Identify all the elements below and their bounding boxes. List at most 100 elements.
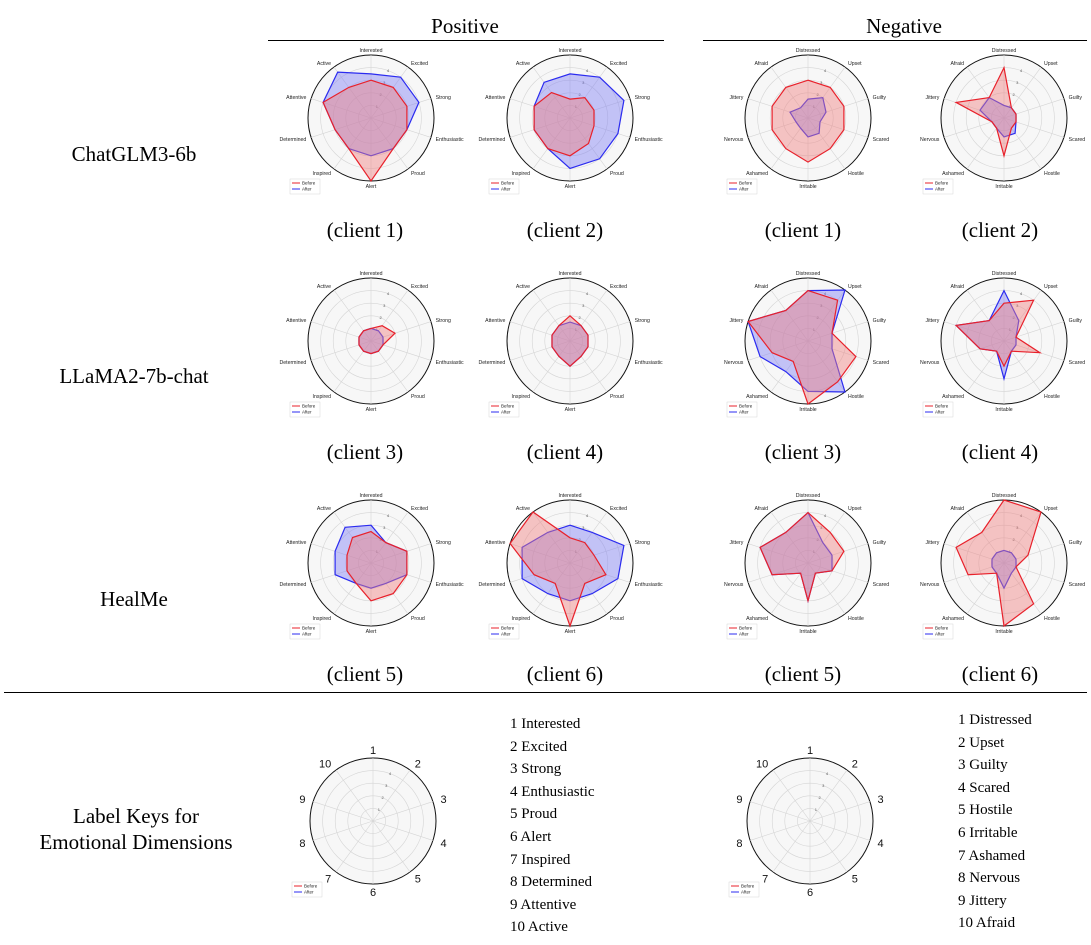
- radar-spoke: [1003, 562, 1042, 615]
- radar-spoke: [569, 543, 631, 564]
- axis-label: Distressed: [992, 493, 1017, 499]
- axis-label: 1: [807, 745, 813, 757]
- radial-tick-label: 1: [1009, 104, 1012, 109]
- radial-tick-label: 3: [383, 303, 386, 308]
- radial-tick-label: 1: [575, 104, 578, 109]
- legend-after-label: After: [739, 632, 749, 637]
- axis-label: Determined: [479, 360, 506, 366]
- radar-spoke: [310, 117, 372, 138]
- axis-label: Upset: [848, 61, 862, 67]
- radial-tick-label: 2: [578, 537, 581, 542]
- legend-before-label: Before: [935, 626, 949, 631]
- radar-spoke: [966, 66, 1005, 119]
- radial-tick-label: 2: [816, 537, 819, 542]
- axis-label: Active: [317, 284, 331, 290]
- axis-label: Irritable: [799, 407, 816, 413]
- axis-label: Strong: [436, 540, 451, 546]
- radar-spoke: [509, 562, 571, 583]
- axis-label: Attentive: [485, 540, 505, 546]
- before-series: [358, 325, 396, 355]
- axis-label: Determined: [479, 582, 506, 588]
- radar-spoke: [1003, 340, 1065, 361]
- caption: (client 3): [326, 440, 404, 464]
- radial-tick-label: 2: [816, 92, 819, 97]
- axis-label: Excited: [411, 284, 428, 290]
- radar-spoke: [569, 98, 631, 119]
- radar-spoke: [569, 340, 631, 361]
- radar-neg_c1: 1 2 3 4 Distressed Upset Guilty Scared Hostile Ir…: [724, 48, 889, 195]
- before-series: [954, 65, 1017, 159]
- radial-tick-label: 1: [1009, 549, 1012, 554]
- negative-header: Negative: [866, 14, 942, 38]
- axis-label: Excited: [411, 506, 428, 512]
- radial-tick-label: 2: [1012, 537, 1015, 542]
- axis-label: Scared: [1069, 137, 1086, 143]
- label-key-item: 8 Nervous: [958, 870, 1021, 887]
- radial-tick-label: 4: [1020, 513, 1023, 518]
- radar-neg_c2: 1 2 3 4 Distressed Upset Guilty Scared Hostile Ir…: [920, 48, 1086, 195]
- radar-spoke: [569, 511, 608, 564]
- radar-spoke: [1003, 321, 1065, 342]
- axis-label: Inspired: [313, 171, 332, 177]
- radar-spoke: [809, 820, 848, 873]
- radar-spoke: [310, 340, 372, 361]
- radar-spoke: [372, 820, 411, 873]
- axis-label: 3: [878, 794, 884, 806]
- radar-spoke: [569, 66, 608, 119]
- before-series: [346, 530, 408, 602]
- radial-tick-label: 2: [379, 92, 382, 97]
- axis-label: Scared: [1069, 360, 1086, 366]
- axis-label: Active: [516, 506, 530, 512]
- axis-label: Inspired: [512, 171, 531, 177]
- radial-tick-label: 4: [586, 513, 589, 518]
- axis-label: 8: [299, 838, 305, 850]
- label-key-item: 1 Interested: [510, 716, 581, 732]
- radar-spoke: [333, 340, 372, 393]
- axis-label: Enthusiastic: [635, 582, 663, 588]
- axis-label: Inspired: [313, 394, 332, 400]
- axis-label: 10: [319, 759, 331, 771]
- radar-spoke: [370, 543, 432, 564]
- radar-neg_c4: 1 2 3 4 Distressed Upset Guilty Scared Hostile Ir…: [920, 271, 1086, 418]
- axis-label: Excited: [610, 284, 627, 290]
- axis-label: Scared: [1069, 582, 1086, 588]
- caption: (client 1): [326, 218, 404, 242]
- axis-label: Scared: [873, 360, 890, 366]
- axis-label: Afraid: [950, 284, 964, 290]
- radial-tick-label: 4: [824, 291, 827, 296]
- axis-label: Hostile: [848, 616, 864, 622]
- radar-spoke: [569, 562, 631, 583]
- legend-before-label: Before: [501, 181, 515, 186]
- radar-pos_c3: 1 2 3 4 Interested Excited Strong Enthusiastic P…: [280, 271, 464, 418]
- after-series: [991, 549, 1017, 590]
- label-key-item: 2 Upset: [958, 734, 1005, 751]
- radar-spoke: [770, 117, 809, 170]
- radar-spoke: [312, 801, 374, 822]
- axis-label: Nervous: [724, 137, 744, 143]
- axis-label: Afraid: [950, 506, 964, 512]
- radial-tick-label: 3: [820, 525, 823, 530]
- radar-spoke: [809, 769, 848, 822]
- radial-tick-label: 2: [578, 92, 581, 97]
- after-series: [521, 524, 625, 602]
- axis-label: Determined: [280, 137, 307, 143]
- radar-spoke: [509, 543, 571, 564]
- radar-spoke: [747, 98, 809, 119]
- axis-label: Alert: [565, 407, 576, 413]
- radar-spoke: [569, 562, 608, 615]
- axis-label: Guilty: [1069, 95, 1083, 101]
- radar-spoke: [333, 562, 372, 615]
- legend-before-label: Before: [935, 404, 949, 409]
- radar-spoke: [509, 321, 571, 342]
- radar-spoke: [370, 562, 432, 583]
- after-series: [322, 71, 420, 157]
- axis-label: Jittery: [729, 318, 743, 324]
- radar-spoke: [1003, 98, 1065, 119]
- axis-label: Strong: [635, 318, 650, 324]
- label-key-item: 5 Proud: [510, 806, 558, 823]
- legend-before-label: Before: [302, 181, 316, 186]
- radar-spoke: [532, 511, 571, 564]
- radar-spoke: [372, 769, 411, 822]
- axis-label: Enthusiastic: [635, 360, 663, 366]
